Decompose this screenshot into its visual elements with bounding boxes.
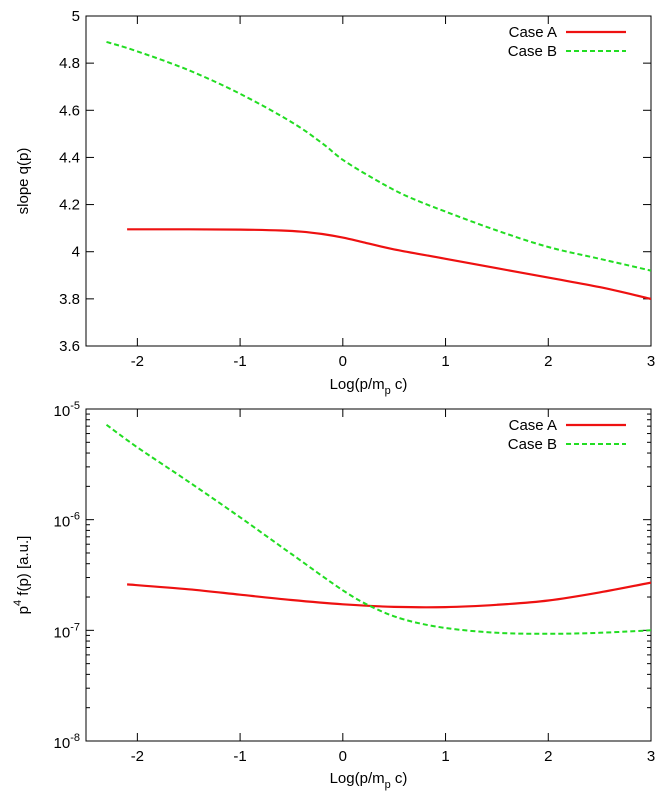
y-tick-label: 4.4 xyxy=(59,149,80,166)
y-tick-label: 10-6 xyxy=(54,511,80,531)
y-tick-label: 3.6 xyxy=(59,338,80,355)
series-line-case-b xyxy=(105,423,651,635)
x-tick-label: 3 xyxy=(647,353,655,370)
x-tick-label: 2 xyxy=(544,353,552,370)
y-tick-label: 10-7 xyxy=(54,621,80,641)
x-tick-label: 2 xyxy=(544,748,552,765)
y-tick-label: 5 xyxy=(72,8,80,25)
y-tick-label: 4.6 xyxy=(59,102,80,119)
plot-frame xyxy=(85,408,652,742)
x-tick-label: 0 xyxy=(339,748,347,765)
x-axis-label: Log(p/mp c) xyxy=(330,376,408,397)
x-tick-label: 0 xyxy=(339,353,347,370)
plot-frame xyxy=(85,15,652,347)
y-tick-label: 3.8 xyxy=(59,291,80,308)
x-tick-label: -2 xyxy=(131,748,144,765)
y-axis-label: slope q(p) xyxy=(15,148,32,215)
x-tick-label: 3 xyxy=(647,748,655,765)
x-tick-label: -2 xyxy=(131,353,144,370)
legend-label-case-a: Case A xyxy=(509,24,557,41)
series-line-case-b xyxy=(106,40,651,272)
series-line-case-a xyxy=(127,228,651,300)
y-tick-label: 4.2 xyxy=(59,197,80,214)
x-tick-label: 1 xyxy=(441,353,449,370)
x-tick-label: -1 xyxy=(233,748,246,765)
legend-label-case-a: Case A xyxy=(509,417,557,434)
x-tick-label: -1 xyxy=(233,353,246,370)
chart-panel-1: -2 -1 0 1 2 3 3.6 3.8 4 4.2 4.4 4.6 4.8 5 Log(p/mp c) s… xyxy=(15,8,655,397)
y-tick-label: 10-5 xyxy=(54,400,80,420)
y-tick-label: 10-8 xyxy=(54,732,80,752)
x-tick-label: 1 xyxy=(441,748,449,765)
chart-panel-2: -2 -1 0 1 2 3 10-8 10-7 10-6 10-5 Log(p/mp c) p4 f(… xyxy=(12,400,655,791)
y-tick-label: 4 xyxy=(72,244,80,261)
legend-label-case-b: Case B xyxy=(508,436,557,453)
x-axis-label: Log(p/mp c) xyxy=(330,770,408,791)
y-tick-label: 4.8 xyxy=(59,55,80,72)
legend-label-case-b: Case B xyxy=(508,43,557,60)
series-line-case-a xyxy=(127,581,651,609)
y-axis-label: p4 f(p) [a.u.] xyxy=(12,536,32,615)
